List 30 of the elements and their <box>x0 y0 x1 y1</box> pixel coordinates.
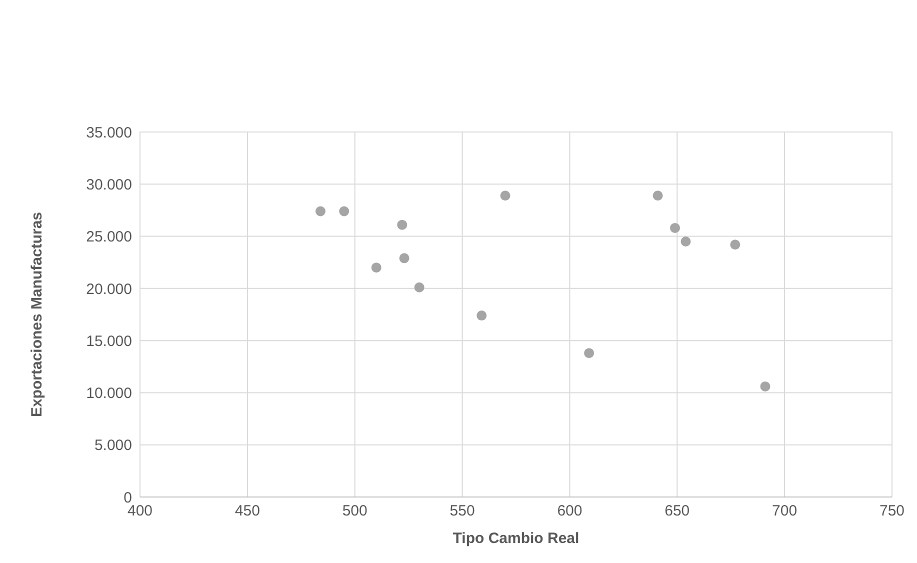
x-tick-label: 600 <box>557 502 582 520</box>
point <box>670 222 680 233</box>
point <box>652 190 663 201</box>
point <box>680 236 691 246</box>
x-tick-label: 700 <box>772 502 798 520</box>
x-tick-label: 650 <box>664 502 690 520</box>
y-tick-label: 35.000 <box>86 124 132 142</box>
point <box>399 253 410 264</box>
x-tick-label: 500 <box>342 502 368 520</box>
y-tick-label: 5.000 <box>94 437 132 454</box>
point <box>397 220 408 230</box>
point <box>730 240 740 250</box>
point <box>476 310 487 321</box>
y-tick-label: 15.000 <box>86 332 132 350</box>
y-tick-label: 30.000 <box>86 176 132 194</box>
x-tick-label: 550 <box>450 502 475 520</box>
y-axis-title: Exportaciones Manufacturas <box>28 212 46 418</box>
point <box>584 348 594 358</box>
y-tick-label: 20.000 <box>86 280 132 298</box>
point <box>500 190 510 201</box>
point <box>339 206 350 216</box>
y-tick-label: 10.000 <box>86 385 132 402</box>
point <box>414 282 424 292</box>
x-axis-title: Tipo Cambio Real <box>452 530 580 547</box>
x-tick-label: 450 <box>234 502 260 520</box>
point <box>371 262 382 273</box>
y-tick-label: 25.000 <box>86 228 132 246</box>
point <box>315 206 326 216</box>
x-tick-label: 750 <box>879 502 905 520</box>
point <box>760 381 770 392</box>
